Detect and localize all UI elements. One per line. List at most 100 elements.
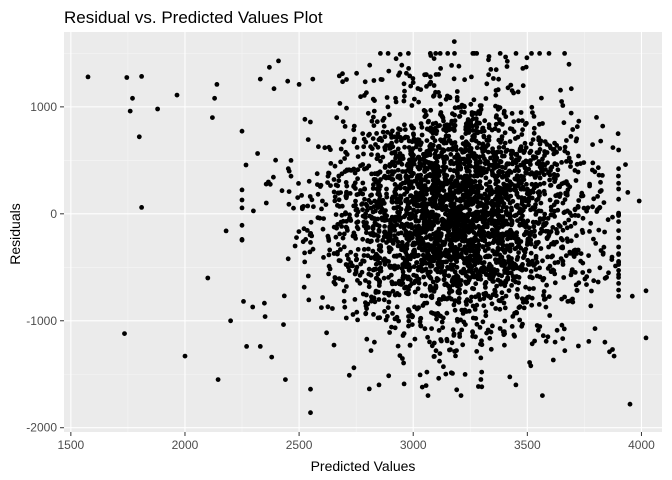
data-point bbox=[452, 269, 458, 275]
data-point bbox=[485, 142, 491, 148]
data-point bbox=[286, 168, 292, 174]
data-point bbox=[532, 233, 537, 238]
data-point bbox=[412, 138, 417, 144]
data-point bbox=[524, 242, 530, 247]
data-point bbox=[379, 207, 385, 213]
data-point bbox=[560, 336, 566, 341]
data-point bbox=[428, 209, 434, 215]
data-point bbox=[477, 255, 483, 260]
data-point bbox=[492, 221, 498, 227]
data-point bbox=[535, 327, 541, 333]
data-point bbox=[390, 199, 395, 205]
data-point bbox=[616, 275, 621, 280]
data-point bbox=[474, 302, 480, 308]
data-point bbox=[471, 259, 477, 264]
data-point bbox=[587, 229, 592, 234]
data-point bbox=[616, 212, 621, 217]
data-point bbox=[502, 270, 508, 275]
data-point bbox=[339, 203, 345, 209]
data-point bbox=[475, 232, 481, 237]
data-point bbox=[366, 271, 372, 277]
data-point bbox=[374, 119, 380, 125]
data-point bbox=[364, 90, 369, 96]
data-point bbox=[331, 189, 337, 195]
data-point bbox=[496, 259, 502, 265]
data-point bbox=[360, 180, 366, 186]
data-point bbox=[214, 82, 220, 87]
data-point bbox=[273, 157, 278, 163]
data-point bbox=[429, 202, 435, 207]
data-point bbox=[405, 161, 411, 167]
data-point bbox=[353, 267, 359, 273]
data-point bbox=[239, 128, 245, 134]
data-point bbox=[355, 247, 361, 252]
data-point bbox=[402, 93, 407, 99]
data-point bbox=[372, 256, 378, 262]
data-point bbox=[350, 263, 355, 269]
data-point bbox=[461, 257, 467, 262]
data-point bbox=[404, 241, 410, 247]
data-point bbox=[505, 236, 510, 242]
data-point bbox=[506, 194, 512, 200]
data-point bbox=[430, 121, 436, 127]
data-point bbox=[223, 228, 229, 234]
data-point bbox=[436, 72, 441, 77]
data-point bbox=[401, 360, 406, 366]
data-point bbox=[509, 181, 514, 187]
data-point bbox=[509, 260, 515, 265]
data-point bbox=[422, 72, 427, 78]
data-point bbox=[381, 174, 387, 180]
data-point bbox=[412, 96, 417, 102]
data-point bbox=[564, 138, 569, 143]
data-point bbox=[454, 259, 460, 264]
data-point bbox=[502, 218, 508, 224]
data-point bbox=[442, 269, 448, 274]
data-point bbox=[335, 242, 341, 247]
data-point bbox=[433, 240, 438, 246]
data-point bbox=[406, 216, 412, 221]
data-point bbox=[509, 111, 515, 116]
data-point bbox=[401, 98, 407, 104]
data-point bbox=[308, 219, 314, 225]
data-point bbox=[460, 192, 466, 198]
data-point bbox=[402, 144, 407, 150]
data-point bbox=[530, 110, 535, 115]
data-point bbox=[474, 321, 480, 327]
data-point bbox=[382, 134, 388, 140]
data-point bbox=[546, 294, 552, 299]
data-point bbox=[344, 225, 350, 231]
data-point bbox=[461, 219, 466, 224]
data-point bbox=[465, 117, 471, 122]
data-point bbox=[519, 132, 525, 137]
data-point bbox=[423, 383, 429, 388]
data-point bbox=[493, 103, 498, 109]
data-point bbox=[336, 173, 342, 179]
data-point bbox=[437, 358, 442, 364]
data-point bbox=[525, 230, 531, 235]
data-point bbox=[508, 227, 513, 233]
data-point bbox=[610, 214, 615, 220]
data-point bbox=[410, 80, 416, 85]
data-point bbox=[340, 235, 346, 241]
data-point bbox=[417, 147, 423, 153]
data-point bbox=[363, 211, 368, 217]
data-point bbox=[267, 181, 273, 187]
data-point bbox=[365, 301, 371, 307]
data-point bbox=[376, 227, 382, 233]
data-point bbox=[449, 63, 454, 68]
data-point bbox=[510, 274, 516, 279]
data-point bbox=[437, 231, 442, 237]
data-point bbox=[493, 306, 499, 311]
data-point bbox=[428, 173, 433, 179]
data-point bbox=[417, 372, 423, 378]
data-point bbox=[472, 155, 477, 161]
data-point bbox=[557, 146, 563, 151]
data-point bbox=[552, 339, 558, 345]
data-point bbox=[504, 161, 510, 167]
data-point bbox=[460, 342, 466, 348]
data-point bbox=[352, 136, 357, 142]
data-point bbox=[461, 266, 467, 272]
data-point bbox=[514, 152, 520, 158]
data-point bbox=[406, 66, 411, 71]
data-point bbox=[380, 237, 386, 243]
